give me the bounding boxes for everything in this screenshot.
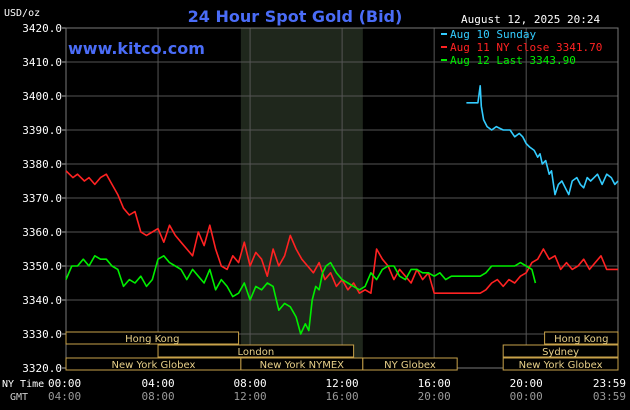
session-label: NY Globex bbox=[384, 360, 436, 371]
chart-title: 24 Hour Spot Gold (Bid) bbox=[188, 7, 403, 26]
series-line-0 bbox=[466, 85, 619, 196]
y-tick-label: 3370.0 bbox=[22, 192, 62, 205]
x-tick-labels: 00:0004:0004:0008:0008:0012:0012:0016:00… bbox=[48, 377, 626, 403]
trading-sessions: Hong Kong Hong Kong London Sydney New York G… bbox=[65, 331, 619, 371]
x-row-label-gmt: GMT bbox=[10, 392, 28, 403]
y-axis-label: USD/oz bbox=[4, 8, 40, 19]
datetime-stamp: August 12, 2025 20:24 bbox=[461, 13, 600, 26]
y-tick-label: 3400.0 bbox=[22, 90, 62, 103]
session-bar bbox=[362, 357, 458, 371]
session-label: Hong Kong bbox=[125, 334, 179, 345]
y-tick-label: 3390.0 bbox=[22, 124, 62, 137]
x-tick-label-ny: 20:00 bbox=[510, 377, 543, 390]
session-label: New York Globex bbox=[519, 360, 603, 371]
y-tick-label: 3350.0 bbox=[22, 260, 62, 273]
x-row-label-ny: NY Time bbox=[2, 379, 44, 390]
session-label: London bbox=[238, 347, 275, 358]
x-tick-label-ny: 00:00 bbox=[48, 377, 81, 390]
x-tick-label-ny: 23:59 bbox=[593, 377, 626, 390]
x-tick-label-gmt: 16:00 bbox=[326, 390, 359, 403]
session-bar bbox=[65, 331, 240, 345]
y-tick-label: 3320.0 bbox=[22, 362, 62, 375]
series-lines bbox=[65, 85, 619, 335]
session-label: New York Globex bbox=[112, 360, 196, 371]
x-tick-label-gmt: 03:59 bbox=[593, 390, 626, 403]
session-bar bbox=[157, 344, 355, 358]
y-tick-label: 3330.0 bbox=[22, 328, 62, 341]
x-tick-label-gmt: 20:00 bbox=[418, 390, 451, 403]
session-bar bbox=[502, 344, 619, 358]
session-label: Sydney bbox=[542, 347, 579, 358]
x-tick-label-ny: 12:00 bbox=[326, 377, 359, 390]
legend-label: Aug 11 NY close 3341.70 bbox=[450, 41, 602, 54]
y-tick-labels: 3420.0 3410.0 3400.0 3390.0 3380.0 3370.0 3360… bbox=[22, 22, 62, 375]
x-tick-label-gmt: 00:00 bbox=[510, 390, 543, 403]
x-tick-label-gmt: 12:00 bbox=[234, 390, 267, 403]
y-tick-label: 3380.0 bbox=[22, 158, 62, 171]
session-bar bbox=[502, 357, 619, 371]
legend-label: Aug 12 Last 3343.90 bbox=[450, 54, 576, 67]
y-tick-label: 3420.0 bbox=[22, 22, 62, 35]
session-label: Hong Kong bbox=[554, 334, 608, 345]
x-tick-label-ny: 16:00 bbox=[418, 377, 451, 390]
x-tick-label-gmt: 04:00 bbox=[48, 390, 81, 403]
y-tick-label: 3410.0 bbox=[22, 56, 62, 69]
legend-label: Aug 10 Sunday bbox=[450, 28, 536, 41]
x-tick-label-ny: 04:00 bbox=[141, 377, 174, 390]
x-tick-label-gmt: 08:00 bbox=[141, 390, 174, 403]
x-tick-label-ny: 08:00 bbox=[234, 377, 267, 390]
series-line-2 bbox=[65, 255, 537, 335]
y-tick-label: 3360.0 bbox=[22, 226, 62, 239]
session-label: New York NYMEX bbox=[260, 360, 345, 371]
session-bar bbox=[544, 331, 619, 345]
watermark: www.kitco.com bbox=[68, 39, 205, 58]
y-tick-label: 3340.0 bbox=[22, 294, 62, 307]
